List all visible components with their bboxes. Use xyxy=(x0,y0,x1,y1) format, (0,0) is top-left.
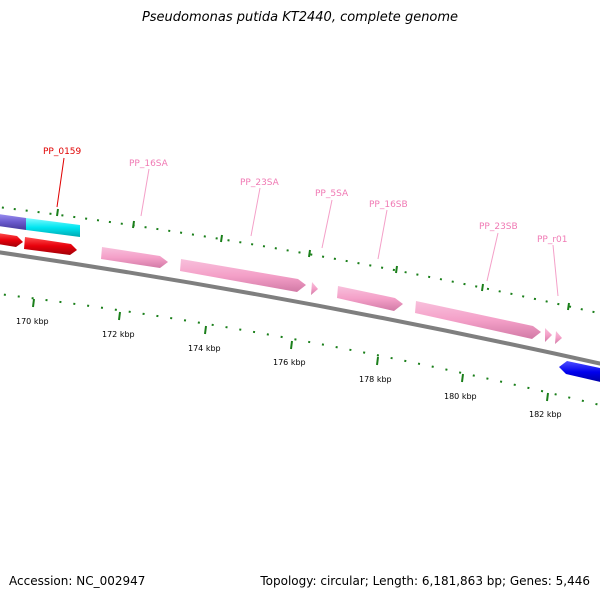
rrna-pp-r01-arrow-a[interactable] xyxy=(545,328,552,342)
scale-label-172: 172 kbp xyxy=(102,330,135,339)
label-pp-r01[interactable]: PP_r01 xyxy=(537,235,568,245)
label-pp-16sa[interactable]: PP_16SA xyxy=(129,159,169,169)
feature-labels: PP_0159 PP_16SA PP_23SA PP_5SA PP_16SB P… xyxy=(43,147,568,245)
label-pp-0159[interactable]: PP_0159 xyxy=(43,147,82,157)
scale-label-176: 176 kbp xyxy=(273,358,306,367)
label-pp-5sa[interactable]: PP_5SA xyxy=(315,189,349,199)
rrna-pp-16sa-arrow[interactable] xyxy=(101,247,168,268)
rrna-pp-16sb-arrow[interactable] xyxy=(337,286,403,311)
scale-label-174: 174 kbp xyxy=(188,344,221,353)
scale-label-170: 170 kbp xyxy=(16,317,49,326)
scale-label-182: 182 kbp xyxy=(529,410,562,419)
scale-ring xyxy=(0,293,600,407)
map-title: Pseudomonas putida KT2440, complete geno… xyxy=(141,10,459,25)
outer-tick-ring xyxy=(0,206,600,315)
cds-pp-0159-arrow[interactable] xyxy=(26,218,80,237)
cds-red-arrow-2[interactable] xyxy=(24,237,77,255)
accession-text: Accession: NC_002947 xyxy=(9,574,146,588)
rrna-pp-5sa-arrow[interactable] xyxy=(311,282,318,295)
genome-backbone xyxy=(0,250,600,366)
cds-violet-arrow[interactable] xyxy=(0,214,26,230)
feature-label-leaders xyxy=(56,157,559,297)
scale-labels: 170 kbp 172 kbp 174 kbp 176 kbp 178 kbp … xyxy=(16,317,562,419)
cds-red-arrow-1[interactable] xyxy=(0,233,23,247)
scale-label-180: 180 kbp xyxy=(444,392,477,401)
label-pp-16sb[interactable]: PP_16SB xyxy=(369,200,408,210)
cds-forward-track xyxy=(0,214,80,255)
rrna-pp-r01-arrow-b[interactable] xyxy=(555,331,562,344)
label-pp-23sa[interactable]: PP_23SA xyxy=(240,178,280,188)
rrna-track xyxy=(101,247,562,344)
label-pp-23sb[interactable]: PP_23SB xyxy=(479,222,518,232)
genome-summary-text: Topology: circular; Length: 6,181,863 bp… xyxy=(260,574,590,588)
rrna-pp-23sa-arrow[interactable] xyxy=(180,259,306,292)
scale-label-178: 178 kbp xyxy=(359,375,392,384)
rrna-pp-23sb-arrow[interactable] xyxy=(415,301,541,339)
cds-reverse-blue-arrow[interactable] xyxy=(559,361,600,383)
